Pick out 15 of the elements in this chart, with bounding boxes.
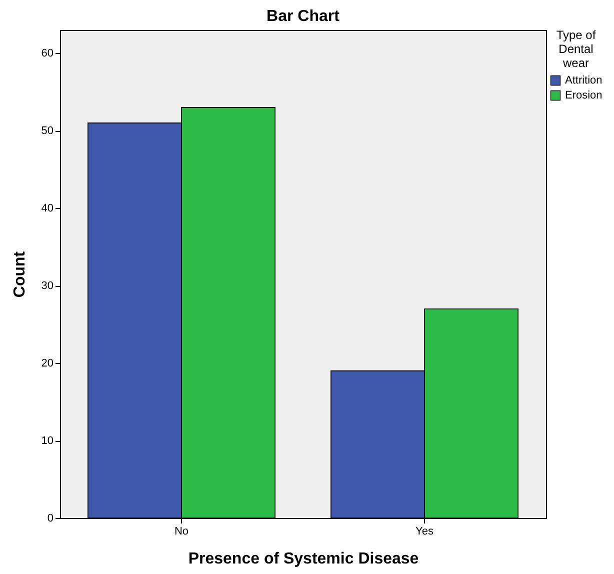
x-tick-label: No — [174, 526, 189, 538]
x-tick-label: Yes — [416, 526, 434, 538]
y-axis-title: Count — [11, 250, 28, 298]
y-tick-label: 30 — [41, 280, 54, 292]
y-tick-label: 20 — [41, 358, 54, 370]
y-tick-label: 60 — [41, 48, 54, 60]
x-axis-title: Presence of Systemic Disease — [188, 550, 419, 568]
y-tick-label: 0 — [47, 512, 54, 524]
y-tick-label: 50 — [41, 125, 54, 138]
y-tick-label: 10 — [41, 435, 54, 448]
chart-title: Bar Chart — [266, 8, 340, 25]
legend-title: Type of Dental wear — [556, 28, 596, 70]
legend-label: Erosion — [565, 90, 602, 102]
y-tick-label: 40 — [41, 202, 54, 215]
legend-label: Attrition — [565, 74, 602, 86]
